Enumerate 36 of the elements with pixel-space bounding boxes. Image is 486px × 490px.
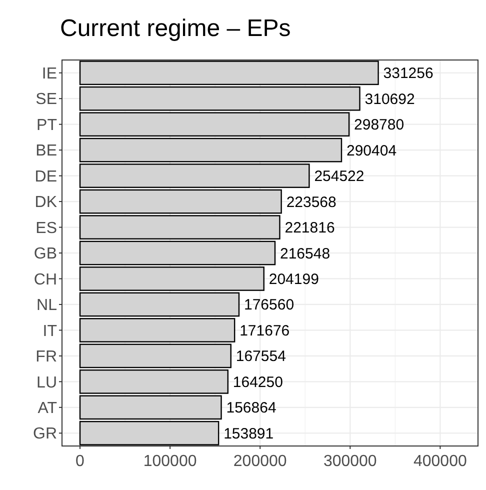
y-tick-label: NL xyxy=(36,297,58,314)
data-label: 254522 xyxy=(314,168,364,186)
data-label: 171676 xyxy=(240,322,290,340)
y-tick-label: FR xyxy=(36,348,57,366)
x-tick-label: 300000 xyxy=(323,453,377,470)
data-label: 216548 xyxy=(280,245,330,262)
y-tick-label: GR xyxy=(33,426,57,443)
x-tick-label: 100000 xyxy=(143,453,197,470)
y-tick-label: DE xyxy=(34,168,57,186)
data-label: 153891 xyxy=(224,425,274,442)
y-tick-label: AT xyxy=(38,400,58,417)
y-tick-label: DK xyxy=(34,194,58,212)
data-label: 290404 xyxy=(346,142,397,160)
chart-title: Current regime – EPs xyxy=(60,15,291,42)
y-tick-label: IE xyxy=(42,65,57,82)
x-tick-label: 400000 xyxy=(413,453,467,470)
data-label: 223568 xyxy=(286,194,336,211)
data-label: 164250 xyxy=(232,374,283,391)
y-tick-label: CH xyxy=(34,271,57,288)
x-tick-label: 200000 xyxy=(233,453,287,470)
data-label: 298780 xyxy=(354,116,404,134)
data-label: 221816 xyxy=(284,220,335,237)
y-tick-label: BE xyxy=(36,142,57,160)
y-tick-label: IT xyxy=(42,322,58,340)
data-label: 167554 xyxy=(236,348,286,366)
data-label: 204199 xyxy=(268,270,319,288)
data-label: 176560 xyxy=(244,296,294,314)
y-tick-label: GB xyxy=(34,246,57,263)
x-tick-label: 0 xyxy=(76,453,85,470)
y-tick-label: LU xyxy=(36,374,57,392)
data-label: 331256 xyxy=(383,65,434,82)
y-tick-label: SE xyxy=(36,91,57,108)
data-label: 310692 xyxy=(364,90,415,108)
y-tick-label: ES xyxy=(36,220,57,237)
data-label: 156864 xyxy=(226,400,276,417)
y-tick-label: PT xyxy=(36,116,58,134)
